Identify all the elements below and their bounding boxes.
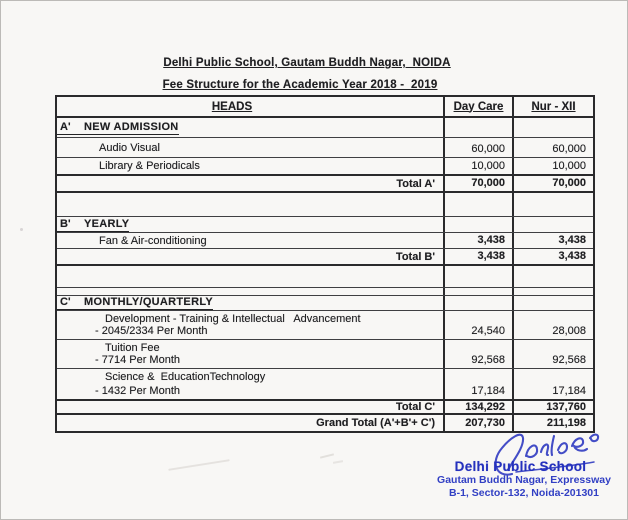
section-letter: B' [60,217,71,230]
signature-icon [494,433,600,476]
nur-xii-value: 137,760 [546,400,586,413]
document-title: Delhi Public School, Gautam Buddh Nagar,… [163,57,451,69]
day-care-column-label: Day Care [453,100,504,113]
stamp-address-line1: Gautam Buddh Nagar, Expressway [437,474,611,486]
table-row: Library & Periodicals 10,000 10,000 [57,158,593,176]
header-cell-day-care: Day Care [445,97,514,116]
nur-xii-value: 211,198 [546,416,586,429]
day-care-value: 24,540 [471,325,505,337]
nur-xii-value: 10,000 [552,160,586,172]
nur-xii-value: 60,000 [552,143,586,155]
table-row: Tuition Fee - 7714 Per Month 92,568 92,5… [57,340,593,369]
fee-head-label-line1: Development - Training & Intellectual Ad… [105,313,361,325]
day-care-value: 207,730 [465,416,505,429]
day-care-value: 92,568 [471,354,505,366]
nur-xii-value: 3,438 [558,234,586,246]
table-row: Audio Visual 60,000 60,000 [57,138,593,158]
section-name: YEARLY [84,217,130,230]
section-row-new-admission: A' NEW ADMISSION [57,118,593,138]
day-care-value: 17,184 [471,385,505,397]
total-label: Total A' [396,177,435,190]
nur-xii-value: 70,000 [552,177,586,189]
section-letter: A' [60,120,71,133]
table-row: Development - Training & Intellectual Ad… [57,311,593,340]
fee-head-label: Audio Visual [99,141,160,154]
empty-row [57,193,593,217]
nur-xii-value: 3,438 [558,250,586,262]
scan-smudge [20,228,23,231]
grand-total-row: Grand Total (A'+B'+ C') 207,730 211,198 [57,415,593,431]
nur-xii-value: 17,184 [552,385,586,397]
day-care-value: 134,292 [465,400,505,413]
document-subtitle: Fee Structure for the Academic Year 2018… [162,79,438,91]
day-care-value: 70,000 [471,177,505,189]
total-row-a: Total A' 70,000 70,000 [57,176,593,193]
fee-structure-table: HEADS Day Care Nur - XII A' NEW ADMISSION… [55,95,595,433]
stamp-school-name: Delhi Public School [454,459,587,474]
header-cell-heads: HEADS [57,97,445,116]
day-care-value: 60,000 [471,143,505,155]
nur-xii-value: 28,008 [552,325,586,337]
section-row-monthly-quarterly: C' MONTHLY/QUARTERLY [57,296,593,311]
scan-smudge [332,460,344,464]
nur-xii-column-label: Nur - XII [531,100,576,113]
total-label: Total C' [395,401,435,413]
scan-smudge [319,453,335,459]
day-care-value: 3,438 [477,250,505,262]
stamp-address-line2: B-1, Sector-132, Noida-201301 [449,487,599,499]
heads-column-label: HEADS [211,100,253,113]
total-row-b: Total B' 3,438 3,438 [57,249,593,266]
header-cell-nur-xii: Nur - XII [514,97,593,116]
fee-head-label: Fan & Air-conditioning [99,234,207,247]
section-name: NEW ADMISSION [84,120,179,133]
table-row: Fan & Air-conditioning 3,438 3,438 [57,233,593,249]
fee-head-label-line2: - 1432 Per Month [95,385,180,397]
table-header-row: HEADS Day Care Nur - XII [57,97,593,118]
section-letter: C' [60,296,71,308]
grand-total-label: Grand Total (A'+B'+ C') [316,417,435,429]
total-label: Total B' [395,250,435,263]
table-row: Science & EducationTechnology - 1432 Per… [57,369,593,401]
section-name: MONTHLY/QUARTERLY [84,296,213,308]
fee-head-label-line1: Tuition Fee [105,342,160,354]
fee-head-label-line2: - 2045/2334 Per Month [95,325,208,337]
fee-head-label-line2: - 7714 Per Month [95,354,180,366]
day-care-value: 10,000 [471,160,505,172]
nur-xii-value: 92,568 [552,354,586,366]
fee-head-label: Library & Periodicals [99,160,200,172]
section-row-yearly: B' YEARLY [57,217,593,233]
scan-smudge [168,459,230,471]
day-care-value: 3,438 [477,234,505,246]
fee-head-label-line1: Science & EducationTechnology [105,371,266,383]
empty-row [57,266,593,288]
total-row-c: Total C' 134,292 137,760 [57,401,593,415]
empty-row [57,288,593,296]
